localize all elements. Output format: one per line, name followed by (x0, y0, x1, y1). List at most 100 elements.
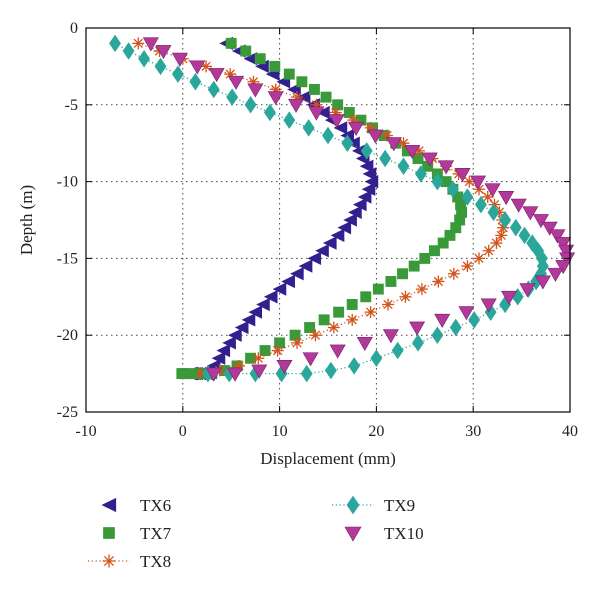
data-point-tx7 (245, 352, 257, 364)
data-point-tx8 (482, 244, 495, 257)
data-point-tx6 (290, 267, 304, 281)
data-point-tx8 (269, 83, 282, 96)
data-point-tx8 (195, 367, 208, 380)
data-point-tx7 (259, 345, 271, 357)
x-tick-label: 10 (272, 423, 288, 440)
legend-label-tx10: TX10 (384, 524, 424, 543)
data-point-tx9 (412, 334, 424, 352)
y-tick-label: 0 (70, 20, 78, 37)
y-tick-label: -5 (65, 97, 78, 114)
data-point-tx9 (446, 180, 459, 199)
data-point-tx6 (228, 328, 242, 342)
legend-marker-tx7 (103, 527, 115, 539)
data-point-tx9 (487, 203, 500, 222)
data-point-tx8 (432, 275, 445, 288)
data-point-tx10 (367, 129, 384, 144)
data-point-tx9 (431, 326, 444, 344)
data-point-tx7 (412, 153, 424, 165)
data-point-tx10 (251, 364, 268, 379)
data-point-tx7 (176, 368, 188, 380)
data-point-tx7 (308, 83, 320, 95)
data-point-tx7 (440, 176, 452, 188)
data-point-tx9 (511, 288, 524, 306)
data-point-tx6 (243, 52, 258, 66)
y-tick-label: -15 (57, 250, 78, 267)
data-point-tx10 (228, 75, 245, 90)
y-tick-label: -20 (57, 327, 78, 344)
data-point-tx6 (359, 159, 374, 173)
data-point-tx7 (296, 76, 308, 88)
data-point-tx10 (247, 83, 264, 98)
data-point-tx10 (555, 260, 572, 275)
data-point-tx6 (296, 90, 311, 104)
data-point-tx9 (283, 111, 296, 129)
data-point-tx6 (316, 105, 330, 120)
series-tx9 (109, 34, 549, 383)
legend-label-tx8: TX8 (140, 552, 171, 571)
y-axis-label: Depth (m) (17, 185, 36, 255)
data-point-tx7 (419, 252, 431, 264)
data-point-tx7 (274, 337, 286, 349)
data-point-tx6 (362, 167, 377, 181)
data-point-tx8 (224, 68, 237, 81)
data-point-tx8 (364, 121, 377, 134)
data-point-tx9 (431, 172, 444, 191)
data-point-tx10 (171, 52, 188, 67)
data-point-tx7 (269, 60, 281, 72)
data-point-tx10 (348, 121, 365, 136)
data-point-tx7 (333, 306, 345, 318)
data-point-tx6 (352, 197, 367, 212)
data-point-tx9 (122, 42, 135, 60)
data-point-tx8 (271, 344, 284, 357)
data-point-tx8 (346, 313, 359, 326)
data-point-tx10 (438, 160, 455, 175)
data-point-tx9 (341, 134, 354, 152)
legend-marker-tx9 (346, 495, 360, 515)
data-point-tx10 (404, 144, 421, 159)
data-point-tx10 (385, 137, 402, 152)
data-point-tx7 (422, 160, 434, 172)
data-point-tx8 (291, 91, 304, 104)
legend-marker-tx10 (344, 526, 362, 542)
data-point-tx6 (216, 343, 231, 358)
x-tick-label: 30 (465, 423, 481, 440)
legend-label-tx9: TX9 (384, 496, 415, 515)
data-point-tx8 (309, 329, 322, 342)
data-point-tx6 (298, 259, 313, 273)
data-point-tx10 (470, 175, 487, 190)
data-point-tx9 (449, 318, 462, 337)
x-tick-label: 20 (368, 423, 384, 440)
data-point-tx6 (263, 290, 278, 304)
data-point-tx6 (351, 144, 366, 158)
data-point-tx10 (549, 229, 566, 244)
axis-ticks: -10 0 10 20 30 40 0 -5 -10 -15 -20 -25 (57, 20, 578, 440)
data-point-tx7 (185, 368, 197, 380)
data-point-tx8 (488, 198, 501, 211)
data-point-tx9 (468, 311, 481, 329)
data-point-tx9 (109, 34, 121, 53)
plot-frame (85, 27, 571, 413)
data-point-tx9 (370, 349, 383, 367)
data-point-tx7 (346, 299, 358, 310)
data-point-tx6 (222, 336, 236, 350)
data-point-tx10 (480, 298, 497, 313)
data-point-tx8 (463, 175, 476, 188)
data-point-tx9 (474, 195, 487, 214)
legend-marker-tx6 (101, 497, 117, 513)
data-point-tx9 (348, 357, 361, 375)
data-point-tx6 (337, 221, 352, 235)
data-point-tx7 (355, 114, 367, 126)
data-point-tx10 (421, 152, 438, 167)
data-point-tx10 (498, 191, 515, 206)
data-point-tx8 (347, 114, 360, 127)
series-tx7 (176, 37, 468, 380)
data-point-tx10 (500, 290, 518, 305)
data-point-tx8 (364, 306, 377, 319)
data-point-tx9 (414, 165, 427, 183)
data-point-tx8 (381, 129, 394, 142)
data-point-tx10 (510, 198, 527, 213)
data-point-tx8 (310, 98, 323, 111)
x-tick-label: 0 (179, 423, 187, 440)
data-point-tx8 (232, 359, 245, 372)
